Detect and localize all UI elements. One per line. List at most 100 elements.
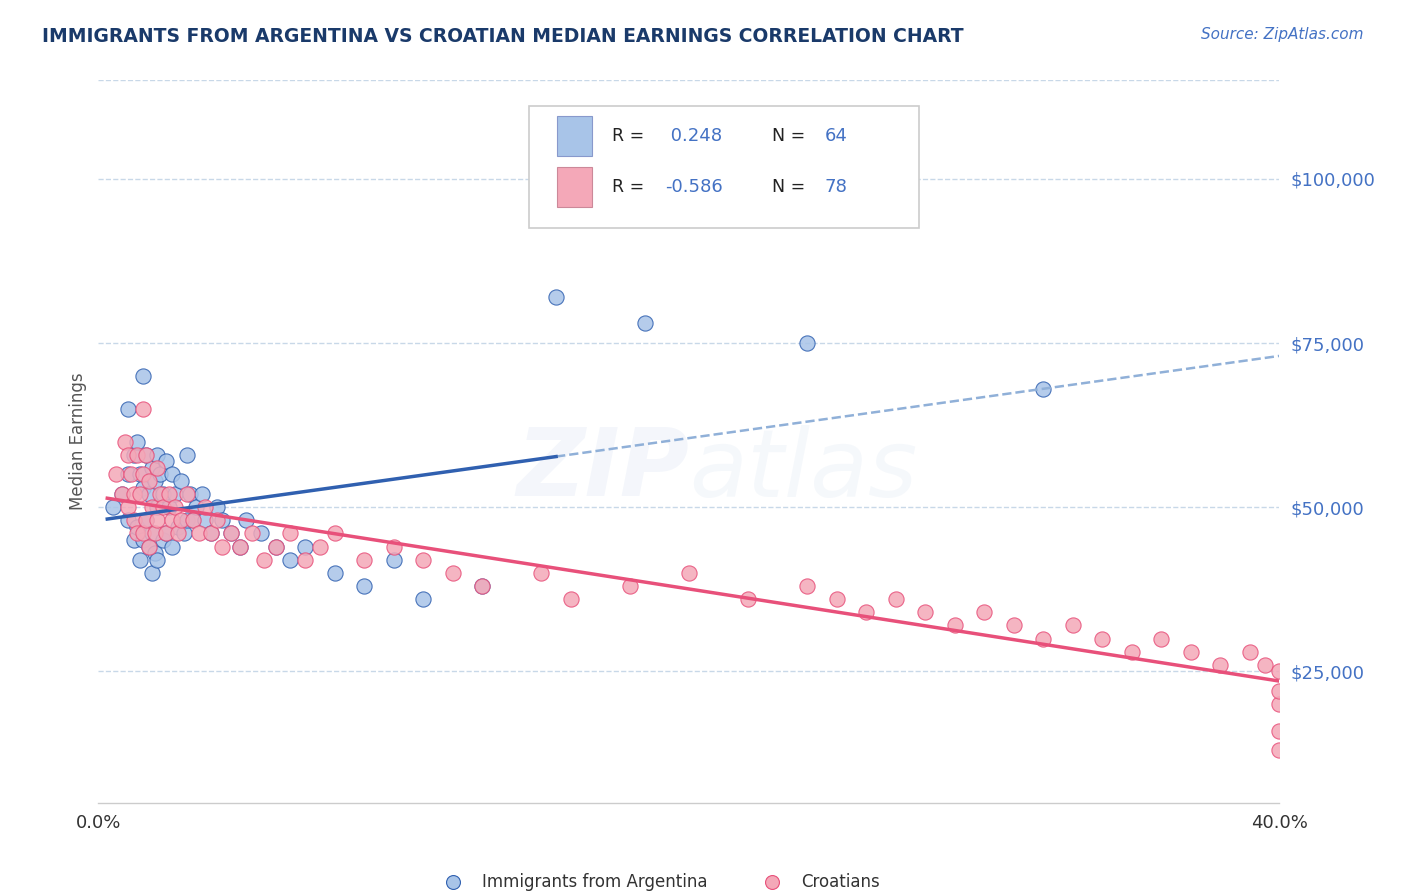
Point [149, 467, 172, 482]
Point [264, 540, 287, 554]
Point [149, 487, 172, 501]
Point [167, 520, 190, 534]
Point [200, 526, 222, 541]
Point [155, 526, 177, 541]
Point [353, 579, 375, 593]
Point [120, 467, 142, 482]
Point [128, 553, 150, 567]
Point [157, 487, 180, 501]
Point [194, 500, 217, 515]
Point [141, 526, 163, 541]
Point [143, 474, 166, 488]
Point [194, 513, 217, 527]
Point [135, 513, 157, 527]
Point [309, 540, 332, 554]
Point [323, 526, 346, 541]
Point [1032, 382, 1054, 396]
Point [117, 401, 139, 416]
Point [184, 500, 207, 515]
Point [1002, 618, 1025, 632]
Point [187, 526, 209, 541]
Point [117, 500, 139, 515]
Point [146, 448, 169, 462]
Point [155, 454, 177, 468]
Text: N =: N = [772, 128, 810, 145]
Point [1032, 632, 1054, 646]
Point [796, 579, 818, 593]
Point [143, 546, 166, 560]
Point [138, 474, 160, 488]
Point [114, 434, 136, 449]
Point [167, 526, 190, 541]
Point [135, 513, 157, 527]
Point [211, 513, 233, 527]
Point [1268, 698, 1291, 712]
Point [162, 513, 183, 527]
Point [125, 526, 148, 541]
Point [796, 336, 818, 351]
Text: Croatians: Croatians [801, 873, 880, 891]
Point [179, 487, 201, 501]
Point [155, 526, 177, 541]
Point [914, 605, 936, 619]
Point [128, 467, 150, 482]
Text: Source: ZipAtlas.com: Source: ZipAtlas.com [1201, 27, 1364, 42]
Point [353, 553, 375, 567]
Point [152, 487, 174, 501]
Text: atlas: atlas [689, 425, 917, 516]
Point [181, 513, 204, 527]
Point [117, 513, 139, 527]
Text: N =: N = [772, 178, 810, 196]
Point [132, 481, 155, 495]
Point [205, 500, 228, 515]
Point [943, 618, 966, 632]
Point [471, 579, 494, 593]
Point [122, 448, 145, 462]
Point [143, 526, 166, 541]
Point [205, 513, 228, 527]
Point [111, 487, 134, 501]
Text: R =: R = [612, 178, 650, 196]
Point [678, 566, 700, 580]
Point [157, 500, 180, 515]
Point [128, 487, 150, 501]
Point [146, 460, 169, 475]
Point [634, 316, 657, 330]
Point [240, 526, 263, 541]
Point [152, 500, 174, 515]
Point [294, 553, 316, 567]
Point [221, 526, 243, 541]
Point [471, 579, 494, 593]
Y-axis label: Median Earnings: Median Earnings [69, 373, 87, 510]
Text: ZIP: ZIP [516, 425, 689, 516]
Text: 0.248: 0.248 [665, 128, 723, 145]
Point [973, 605, 995, 619]
Point [141, 460, 163, 475]
Point [125, 520, 148, 534]
Point [132, 467, 155, 482]
Point [441, 566, 464, 580]
Point [141, 500, 163, 515]
Point [176, 487, 198, 501]
Point [973, 829, 995, 843]
Point [117, 448, 139, 462]
FancyBboxPatch shape [530, 105, 920, 228]
Point [170, 474, 193, 488]
Point [1121, 645, 1143, 659]
Point [117, 467, 139, 482]
Point [1180, 645, 1202, 659]
Point [141, 566, 163, 580]
Point [132, 401, 155, 416]
Point [122, 533, 145, 547]
Point [1091, 632, 1114, 646]
Bar [557, 167, 592, 207]
Point [146, 553, 169, 567]
Point [1268, 665, 1291, 679]
Point [105, 467, 128, 482]
Point [132, 368, 155, 383]
Text: 78: 78 [825, 178, 848, 196]
Point [1268, 723, 1291, 738]
Bar [557, 116, 592, 156]
Point [162, 540, 183, 554]
Point [132, 526, 155, 541]
